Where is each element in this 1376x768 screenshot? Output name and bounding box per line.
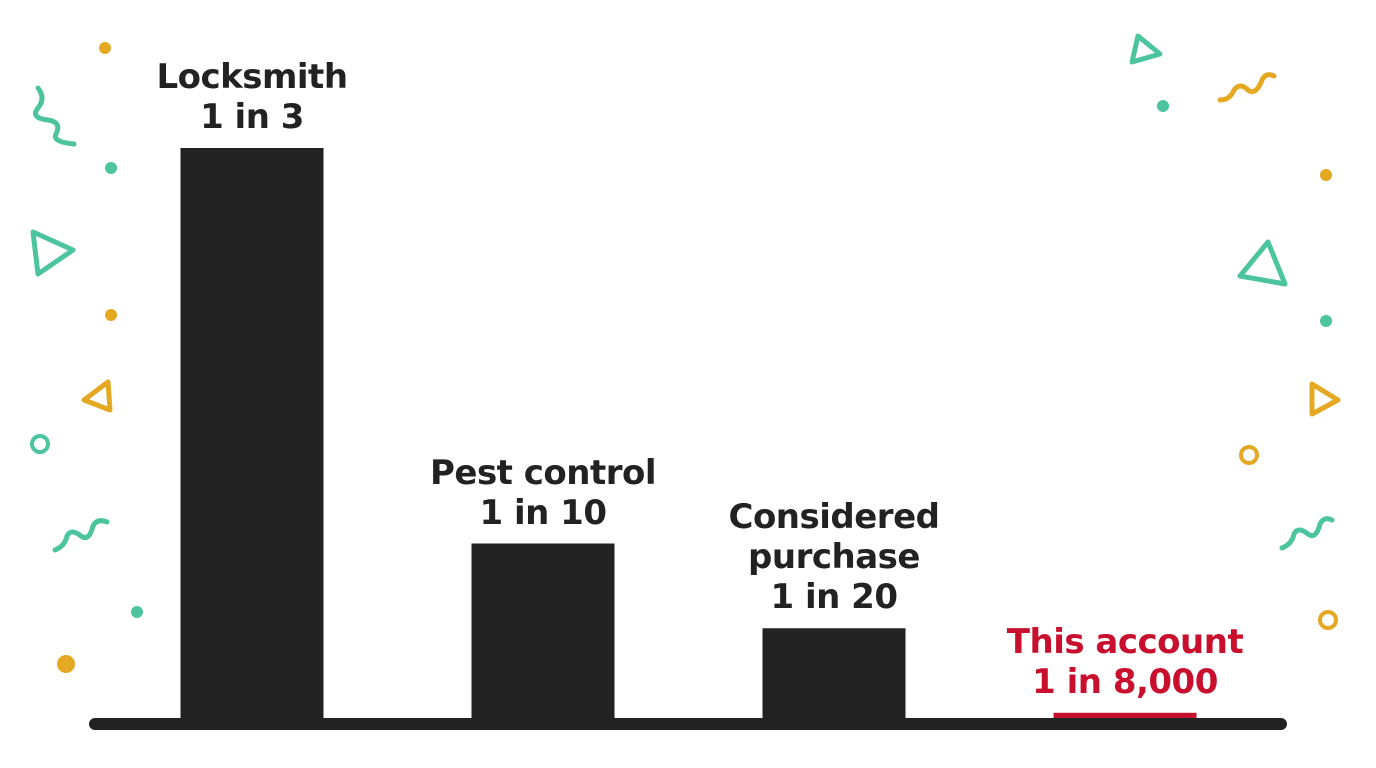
confetti bbox=[30, 33, 1341, 673]
value-label: 1 in 10 bbox=[479, 492, 607, 533]
value-label: 1 in 8,000 bbox=[1032, 661, 1218, 702]
value-label: 1 in 3 bbox=[200, 97, 304, 137]
category-label: Locksmith bbox=[156, 57, 348, 97]
value-label: 1 in 20 bbox=[770, 577, 898, 618]
category-label: Pest control bbox=[429, 452, 657, 493]
bar bbox=[180, 148, 324, 723]
bar-label: Pest control 1 in 10 bbox=[418, 453, 668, 533]
bar-label: Considered purchase 1 in 20 bbox=[709, 497, 959, 617]
bar bbox=[762, 628, 906, 723]
category-label: This account bbox=[1006, 621, 1244, 662]
bar-label: Locksmith 1 in 3 bbox=[127, 57, 377, 137]
category-label: Considered purchase bbox=[728, 497, 940, 578]
bar bbox=[471, 543, 615, 723]
bar-label: This account 1 in 8,000 bbox=[1000, 622, 1250, 702]
